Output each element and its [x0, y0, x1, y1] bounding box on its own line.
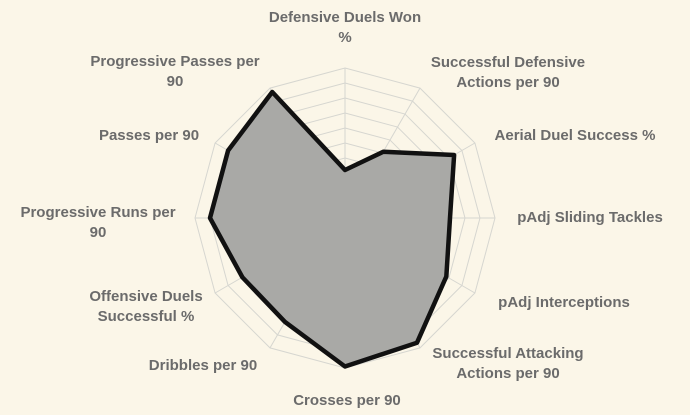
axis-label: Passes per 90 [99, 127, 199, 144]
axis-label: pAdj Sliding Tackles [517, 209, 663, 226]
axis-label: pAdj Interceptions [498, 294, 630, 311]
axis-label: Dribbles per 90 [149, 357, 257, 374]
axis-label: Progressive Passes per 90 [90, 53, 259, 90]
axis-label: Defensive Duels Won% [269, 9, 421, 46]
axis-label: Progressive Runs per 90 [20, 204, 175, 241]
axis-label: Aerial Duel Success % [495, 127, 656, 144]
axis-label: Crosses per 90 [293, 392, 401, 409]
axis-label: Successful Defensive Actions per 90 [431, 54, 585, 91]
axis-labels: Defensive Duels Won % Successful Defensive… [20, 9, 662, 409]
radar-series [207, 89, 457, 369]
series-area [207, 89, 457, 369]
axis-label: Offensive Duels Successful % [89, 288, 202, 325]
axis-label: Successful Attacking Actions per 90 [432, 345, 583, 382]
